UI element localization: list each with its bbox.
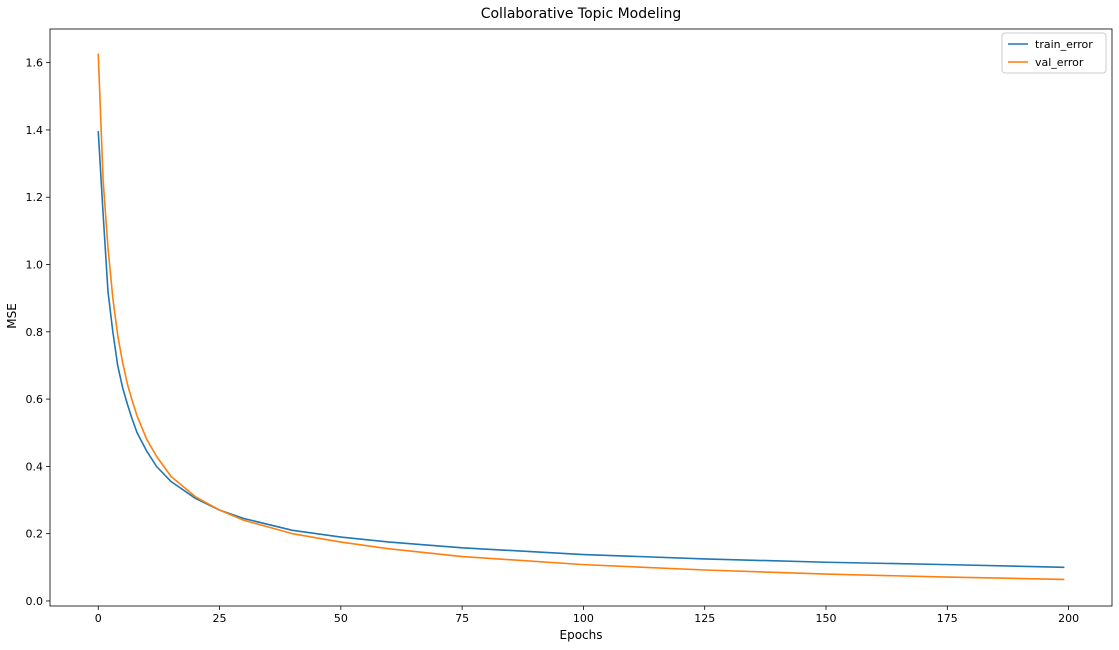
x-tick-label: 150 (816, 612, 837, 625)
axes-frame (49, 28, 1113, 607)
legend: train_error val_error (1001, 32, 1107, 74)
x-tick-label: 50 (334, 612, 348, 625)
plot-area: 0 25 50 75 100 125 150 175 200 0.0 0.2 0.4 0.6 0.8 1.0… (26, 28, 1113, 625)
x-axis-label: Epochs (560, 628, 603, 642)
y-tick-label: 0.4 (26, 460, 44, 473)
y-tick-label: 1.2 (26, 191, 44, 204)
x-tick-label: 75 (455, 612, 469, 625)
x-tick-label: 200 (1058, 612, 1079, 625)
y-tick-label: 0.6 (26, 393, 44, 406)
x-tick-label: 175 (937, 612, 958, 625)
x-tick-label: 25 (213, 612, 227, 625)
y-tick-label: 1.6 (26, 57, 44, 70)
series-line-val-error (97, 53, 1065, 581)
x-tick-label: 100 (573, 612, 594, 625)
y-tick-label: 1.0 (26, 259, 44, 272)
y-axis-label: MSE (5, 303, 19, 329)
legend-label-train-error: train_error (1035, 38, 1093, 51)
series-line-train-error (97, 130, 1065, 569)
y-tick-label: 0.0 (26, 595, 44, 608)
legend-box (1001, 32, 1107, 74)
y-tick-label: 0.8 (26, 326, 44, 339)
y-tick-label: 0.2 (26, 528, 44, 541)
x-tick-label: 0 (95, 612, 102, 625)
x-tick-label: 125 (694, 612, 715, 625)
chart-title: Collaborative Topic Modeling (481, 6, 682, 22)
y-tick-label: 1.4 (26, 124, 44, 137)
legend-label-val-error: val_error (1035, 56, 1084, 69)
